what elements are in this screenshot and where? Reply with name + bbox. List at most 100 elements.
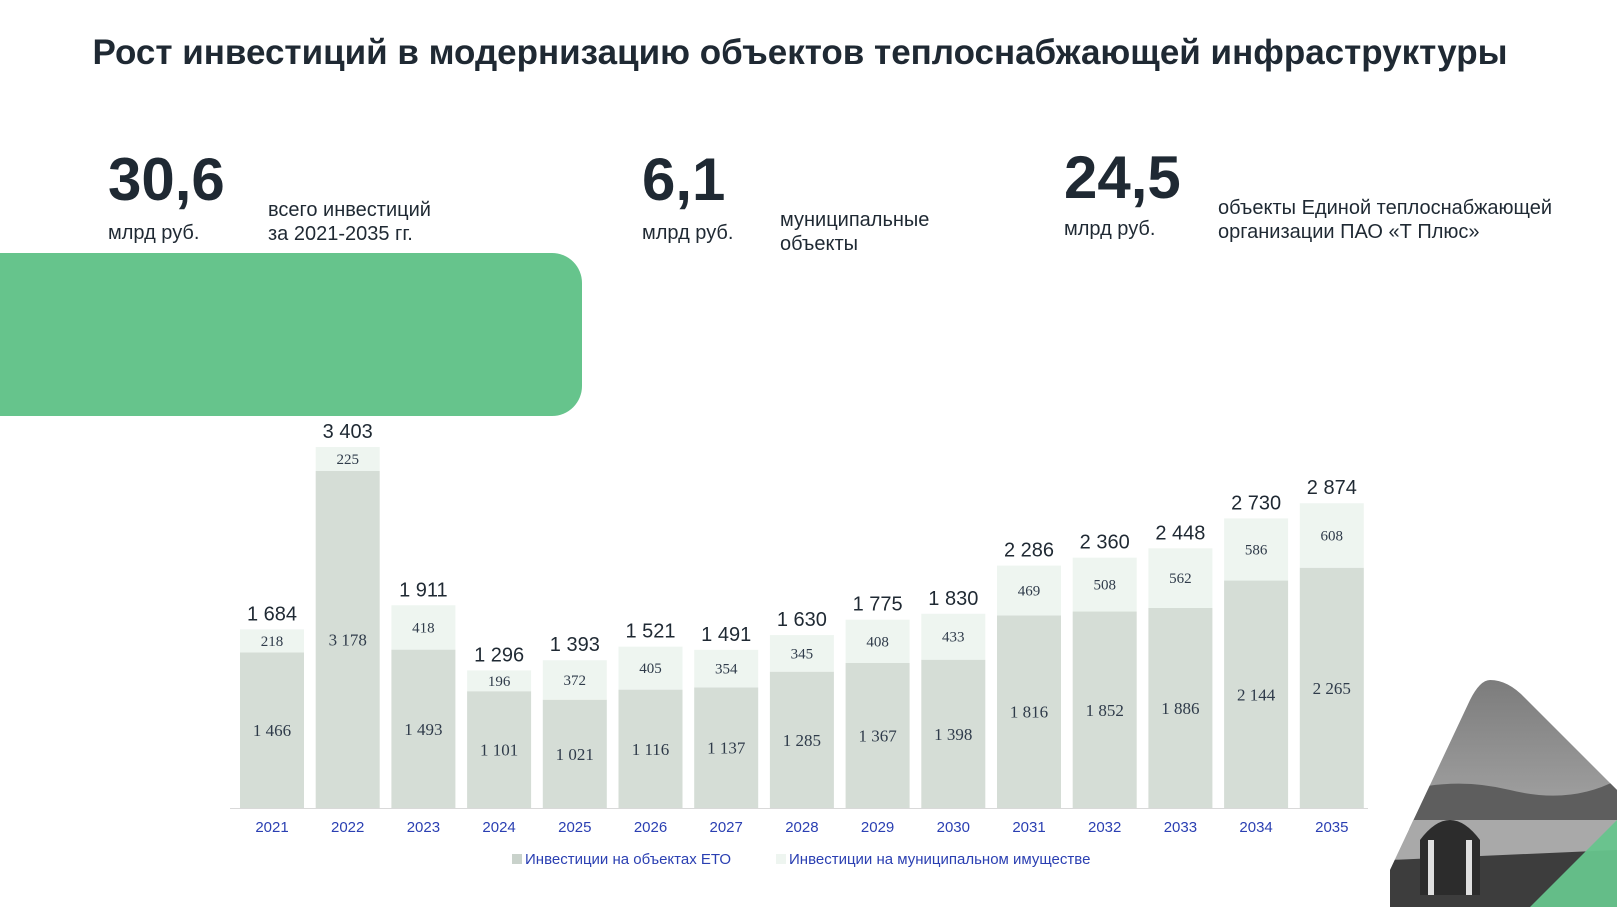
x-tick-label-2029: 2029 — [861, 819, 894, 836]
stat-total-unit: млрд руб. — [108, 222, 200, 244]
bar-eto-2026 — [618, 689, 683, 808]
data-label-eto-2027: 1 137 — [707, 739, 746, 758]
stat-eto-desc-line2: организации ПАО «Т Плюс» — [1218, 221, 1480, 243]
stat-total-description: всего инвестиций за 2021-2035 гг. — [268, 198, 431, 246]
data-label-eto-2023: 1 493 — [404, 720, 442, 739]
total-label-2029: 1 775 — [853, 594, 903, 616]
data-label-municipal-2029: 408 — [866, 634, 889, 650]
stat-eto-description: объекты Единой теплоснабжающей организац… — [1218, 196, 1552, 244]
legend-item-municipal: Инвестиции на муниципальном имуществе — [776, 851, 1090, 869]
total-label-2027: 1 491 — [701, 624, 751, 646]
total-label-2022: 3 403 — [323, 421, 373, 443]
data-label-eto-2021: 1 466 — [253, 721, 291, 740]
x-tick-label-2024: 2024 — [482, 819, 515, 836]
bar-municipal-2024 — [467, 670, 532, 692]
total-label-2035: 2 874 — [1307, 477, 1357, 499]
legend-swatch-eto — [512, 854, 522, 864]
data-label-eto-2022: 3 178 — [329, 630, 367, 649]
x-tick-label-2022: 2022 — [331, 819, 364, 836]
total-label-2026: 1 521 — [625, 621, 675, 643]
total-label-2033: 2 448 — [1155, 522, 1205, 544]
legend-swatch-municipal — [776, 854, 786, 864]
data-label-eto-2029: 1 367 — [858, 726, 897, 745]
bar-eto-2034 — [1224, 580, 1289, 808]
stat-municipal-desc-line1: муниципальные — [780, 209, 930, 231]
data-label-eto-2026: 1 116 — [632, 740, 670, 759]
bar-municipal-2030 — [921, 613, 986, 660]
data-label-eto-2030: 1 398 — [934, 725, 972, 744]
bar-municipal-2027 — [694, 649, 759, 688]
bar-municipal-2031 — [997, 565, 1061, 616]
stat-municipal-value: 6,1 — [642, 146, 726, 213]
total-label-2031: 2 286 — [1004, 540, 1054, 562]
data-label-eto-2025: 1 021 — [556, 745, 594, 764]
total-label-2032: 2 360 — [1080, 532, 1130, 554]
total-label-2025: 1 393 — [550, 634, 600, 656]
legend-item-eto: Инвестиции на объектах ЕТО — [512, 851, 731, 869]
legend-label-eto: Инвестиции на объектах ЕТО — [525, 851, 732, 868]
data-label-eto-2024: 1 101 — [480, 741, 518, 760]
bar-municipal-2026 — [618, 646, 683, 690]
bar-municipal-2028 — [769, 635, 834, 672]
bar-municipal-2029 — [845, 619, 910, 663]
bar-municipal-2025 — [542, 660, 607, 700]
x-tick-label-2026: 2026 — [634, 819, 667, 836]
data-label-municipal-2024: 196 — [488, 674, 511, 690]
bar-municipal-2034 — [1224, 518, 1289, 581]
data-label-municipal-2032: 508 — [1093, 578, 1116, 594]
x-tick-label-2025: 2025 — [558, 819, 591, 836]
bar-municipal-2033 — [1148, 548, 1213, 608]
bar-municipal-2021 — [240, 629, 304, 653]
page-title: Рост инвестиций в модернизацию объектов … — [0, 32, 1600, 74]
x-tick-label-2035: 2035 — [1315, 819, 1348, 836]
stat-eto-value: 24,5 — [1064, 144, 1181, 211]
total-label-2028: 1 630 — [777, 609, 827, 631]
x-tick-label-2034: 2034 — [1239, 819, 1272, 836]
total-label-2030: 1 830 — [928, 588, 978, 610]
bar-eto-2030 — [921, 659, 986, 808]
stat-total-value: 30,6 — [108, 146, 225, 213]
data-label-eto-2028: 1 285 — [783, 731, 821, 750]
bar-eto-2032 — [1072, 611, 1137, 808]
stat-municipal-desc-line2: объекты — [780, 233, 859, 255]
x-tick-label-2021: 2021 — [255, 819, 288, 836]
bar-eto-2022 — [315, 470, 380, 808]
data-label-municipal-2021: 218 — [261, 634, 284, 650]
bar-eto-2027 — [694, 687, 759, 808]
data-label-eto-2035: 2 265 — [1313, 679, 1351, 698]
data-label-municipal-2035: 608 — [1321, 528, 1344, 544]
data-label-municipal-2033: 562 — [1169, 571, 1192, 587]
total-label-2021: 1 684 — [247, 603, 297, 625]
bar-municipal-2023 — [391, 605, 456, 650]
bar-eto-2035 — [1299, 567, 1364, 808]
x-tick-label-2023: 2023 — [407, 819, 440, 836]
decorative-photo-tile — [1390, 680, 1617, 907]
stat-municipal-unit: млрд руб. — [642, 222, 734, 244]
stat-total-desc-line2: за 2021-2035 гг. — [268, 223, 413, 245]
data-label-eto-2032: 1 852 — [1086, 701, 1124, 720]
legend-label-municipal: Инвестиции на муниципальном имуществе — [789, 851, 1091, 868]
x-tick-label-2030: 2030 — [937, 819, 970, 836]
data-label-municipal-2026: 405 — [639, 661, 662, 677]
stat-municipal-description: муниципальные объекты — [780, 208, 929, 256]
green-accent-block — [0, 253, 582, 416]
x-tick-label-2027: 2027 — [710, 819, 743, 836]
data-label-eto-2034: 2 144 — [1237, 685, 1276, 704]
stat-eto-desc-line1: объекты Единой теплоснабжающей — [1218, 197, 1553, 219]
data-label-municipal-2031: 469 — [1018, 583, 1041, 599]
bar-eto-2029 — [845, 662, 910, 808]
stat-eto-unit: млрд руб. — [1064, 218, 1156, 240]
bar-eto-2033 — [1148, 607, 1213, 808]
stat-total-desc-line1: всего инвестиций — [268, 199, 431, 221]
bar-eto-2025 — [542, 699, 607, 808]
bar-eto-2024 — [467, 691, 532, 808]
x-tick-label-2033: 2033 — [1164, 819, 1197, 836]
bar-eto-2031 — [997, 615, 1061, 808]
bar-eto-2023 — [391, 649, 456, 808]
total-label-2024: 1 296 — [474, 644, 524, 666]
data-label-municipal-2025: 372 — [564, 673, 587, 689]
data-label-eto-2033: 1 886 — [1161, 699, 1199, 718]
x-tick-label-2032: 2032 — [1088, 819, 1121, 836]
data-label-eto-2031: 1 816 — [1010, 703, 1048, 722]
